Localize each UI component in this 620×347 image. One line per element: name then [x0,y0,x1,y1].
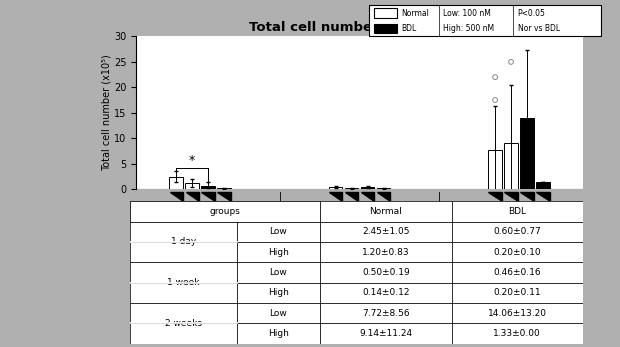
Text: High: High [268,247,289,256]
Text: 1.33±0.00: 1.33±0.00 [494,329,541,338]
Bar [504,143,518,189]
Polygon shape [377,192,390,201]
Point [506,59,516,65]
Bar [237,303,321,323]
Bar [130,201,237,222]
Text: Low: Low [270,227,287,236]
Text: 1 week: 1 week [341,205,378,215]
Polygon shape [536,192,550,201]
Text: Low: Low [270,308,287,318]
Polygon shape [185,192,199,201]
Text: Low: 100 nM: Low: 100 nM [443,9,491,17]
Text: Normal: Normal [402,9,429,17]
Text: Normal: Normal [370,207,402,216]
Bar [373,8,397,18]
Text: 7.72±8.56: 7.72±8.56 [362,308,410,318]
Text: 0.60±0.77: 0.60±0.77 [494,227,541,236]
Text: 0.14±0.12: 0.14±0.12 [362,288,410,297]
Bar [169,177,183,189]
Bar [130,262,237,282]
Bar [130,201,321,222]
Text: 2.45±1.05: 2.45±1.05 [362,227,410,236]
Text: 9.14±11.24: 9.14±11.24 [360,329,412,338]
Bar [130,222,237,242]
Bar [237,222,321,242]
Bar [321,262,451,282]
Bar [451,282,583,303]
Polygon shape [218,192,231,201]
Bar [361,187,374,189]
Text: 0.50±0.19: 0.50±0.19 [362,268,410,277]
Bar [321,282,451,303]
Text: groups: groups [210,207,241,216]
Bar [321,242,451,262]
Text: 1 day: 1 day [185,205,215,215]
Bar [217,188,231,189]
Text: P<0.05: P<0.05 [518,9,546,17]
Bar [185,183,199,189]
Polygon shape [361,192,374,201]
Bar [536,182,550,189]
Bar [237,282,321,303]
Bar [451,201,583,222]
Polygon shape [329,192,342,201]
Text: Low: Low [270,268,287,277]
Bar [451,323,583,344]
Bar [489,150,502,189]
Point [490,97,500,103]
Bar [321,323,451,344]
Text: 1.20±0.83: 1.20±0.83 [362,247,410,256]
Text: 2 weeks: 2 weeks [498,205,541,215]
Bar [202,186,215,189]
Text: High: 500 nM: High: 500 nM [443,24,494,33]
Text: 0.20±0.11: 0.20±0.11 [494,288,541,297]
Bar [329,187,342,189]
Bar [451,222,583,242]
Text: Nor vs BDL: Nor vs BDL [518,24,560,33]
Bar [130,282,237,303]
Polygon shape [202,192,215,201]
Text: 0.20±0.10: 0.20±0.10 [494,247,541,256]
Title: Total cell number of intestine: Total cell number of intestine [249,21,470,34]
Polygon shape [489,192,502,201]
Bar [377,188,391,189]
Bar [345,188,358,189]
Y-axis label: Total cell number (x10⁵): Total cell number (x10⁵) [102,54,112,171]
Text: BDL: BDL [402,24,417,33]
Polygon shape [169,192,183,201]
Polygon shape [520,192,534,201]
Text: 1 day: 1 day [170,237,196,246]
Bar [130,323,237,344]
Text: 14.06±13.20: 14.06±13.20 [488,308,547,318]
Text: 1 week: 1 week [167,278,200,287]
Bar [321,222,451,242]
Text: High: High [268,329,289,338]
Bar [373,24,397,33]
Bar [451,303,583,323]
Bar [520,118,534,189]
Text: *: * [189,154,195,167]
Bar [237,242,321,262]
Bar [130,242,237,262]
Text: 2 weeks: 2 weeks [165,319,202,328]
Bar [130,303,237,323]
Bar [237,262,321,282]
Bar [237,201,321,222]
Point [490,74,500,80]
Text: BDL: BDL [508,207,526,216]
Text: High: High [268,288,289,297]
Bar [451,242,583,262]
Bar [237,323,321,344]
Bar [321,201,451,222]
Polygon shape [504,192,518,201]
Bar [321,303,451,323]
Polygon shape [345,192,358,201]
Text: 0.46±0.16: 0.46±0.16 [494,268,541,277]
Bar [451,262,583,282]
